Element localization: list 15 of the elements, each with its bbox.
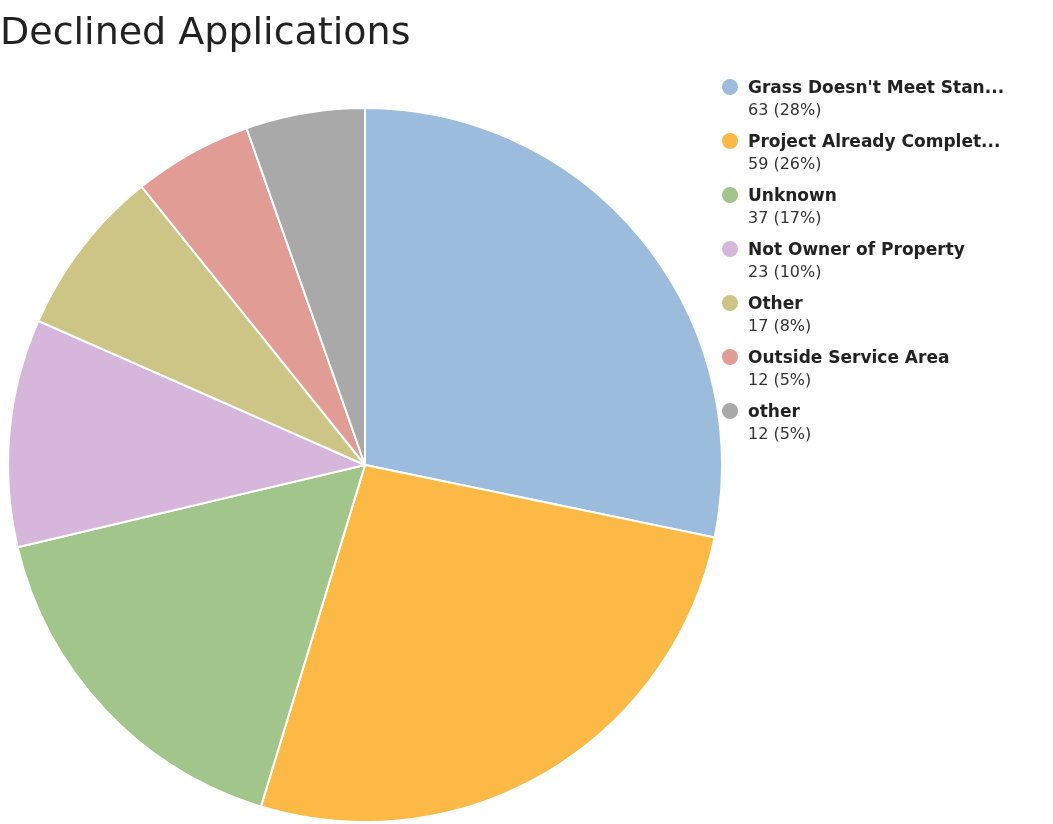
legend-label: Not Owner of Property — [748, 239, 965, 259]
legend-label: Grass Doesn't Meet Stan... — [748, 77, 1005, 97]
legend-label: Unknown — [748, 185, 837, 205]
legend-label: Project Already Complet... — [748, 131, 1001, 151]
data-label: 17 (8%) — [748, 316, 812, 335]
data-label: 37 (17%) — [748, 208, 822, 227]
data-label: 12 (5%) — [748, 424, 812, 443]
data-label: 23 (10%) — [748, 262, 822, 281]
data-label: 12 (5%) — [748, 370, 812, 389]
data-label: 59 (26%) — [748, 154, 822, 173]
legend-label: Other — [748, 293, 804, 313]
legend-label: Outside Service Area — [748, 347, 950, 367]
legend-label: other — [748, 401, 801, 421]
chart-title: Declined Applications — [0, 9, 411, 53]
data-label: 63 (28%) — [748, 100, 822, 119]
